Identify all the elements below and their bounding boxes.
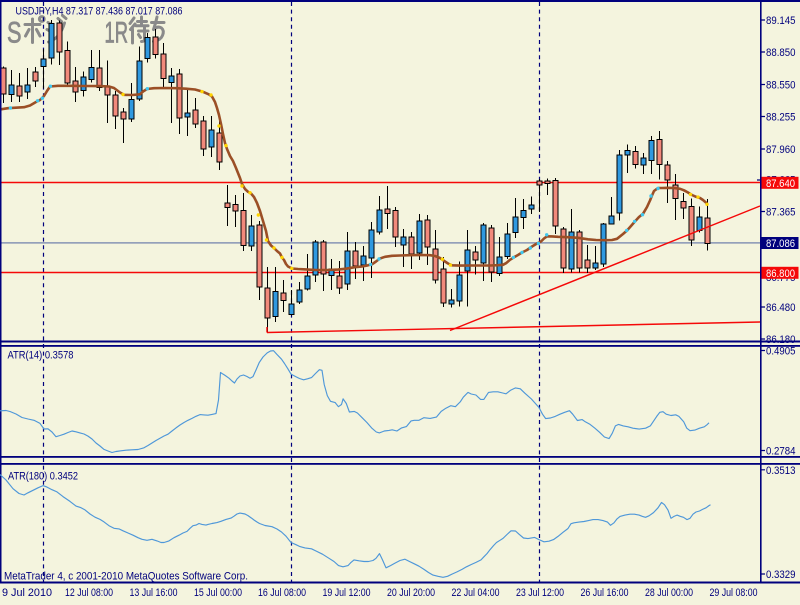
svg-text:28 Jul 00:00: 28 Jul 00:00	[645, 587, 693, 599]
svg-text:87.086: 87.086	[766, 238, 795, 250]
svg-text:20 Jul 20:00: 20 Jul 20:00	[387, 587, 435, 599]
svg-text:26 Jul 16:00: 26 Jul 16:00	[581, 587, 629, 599]
svg-text:29 Jul 08:00: 29 Jul 08:00	[710, 587, 758, 599]
svg-text:9 Jul 2010: 9 Jul 2010	[2, 587, 52, 599]
svg-text:0.4905: 0.4905	[766, 346, 796, 358]
svg-text:86.180: 86.180	[766, 334, 796, 346]
svg-text:MetaTrader 4, c 2001-2010 Meta: MetaTrader 4, c 2001-2010 MetaQuotes Sof…	[4, 571, 248, 583]
svg-text:USDJPY,H4 87.317 87.436 87.01: USDJPY,H4 87.317 87.436 87.017 87.086	[16, 5, 183, 17]
svg-text:88.550: 88.550	[766, 80, 796, 92]
svg-text:23 Jul 12:00: 23 Jul 12:00	[516, 587, 564, 599]
svg-text:0.3513: 0.3513	[766, 465, 796, 477]
svg-text:1R: 1R	[105, 17, 129, 50]
svg-text:15 Jul 00:00: 15 Jul 00:00	[194, 587, 242, 599]
svg-text:87.365: 87.365	[766, 207, 796, 219]
svg-text:86.480: 86.480	[766, 302, 796, 314]
svg-text:19 Jul 12:00: 19 Jul 12:00	[323, 587, 371, 599]
svg-text:ATR(180) 0.3452: ATR(180) 0.3452	[8, 471, 78, 483]
svg-text:88.850: 88.850	[766, 47, 796, 59]
svg-text:ATR(14) 0.3578: ATR(14) 0.3578	[8, 350, 74, 362]
svg-text:S: S	[7, 17, 22, 50]
svg-text:0.2784: 0.2784	[766, 446, 796, 458]
svg-text:88.255: 88.255	[766, 112, 796, 124]
svg-text:87.640: 87.640	[766, 178, 795, 190]
svg-text:86.800: 86.800	[766, 268, 795, 280]
svg-text:87.960: 87.960	[766, 144, 796, 156]
svg-text:89.145: 89.145	[766, 15, 796, 27]
svg-text:16 Jul 08:00: 16 Jul 08:00	[258, 587, 306, 599]
svg-text:13 Jul 16:00: 13 Jul 16:00	[130, 587, 178, 599]
svg-text:0.3329: 0.3329	[766, 569, 796, 581]
svg-text:12 Jul 08:00: 12 Jul 08:00	[65, 587, 113, 599]
svg-text:22 Jul 04:00: 22 Jul 04:00	[452, 587, 500, 599]
